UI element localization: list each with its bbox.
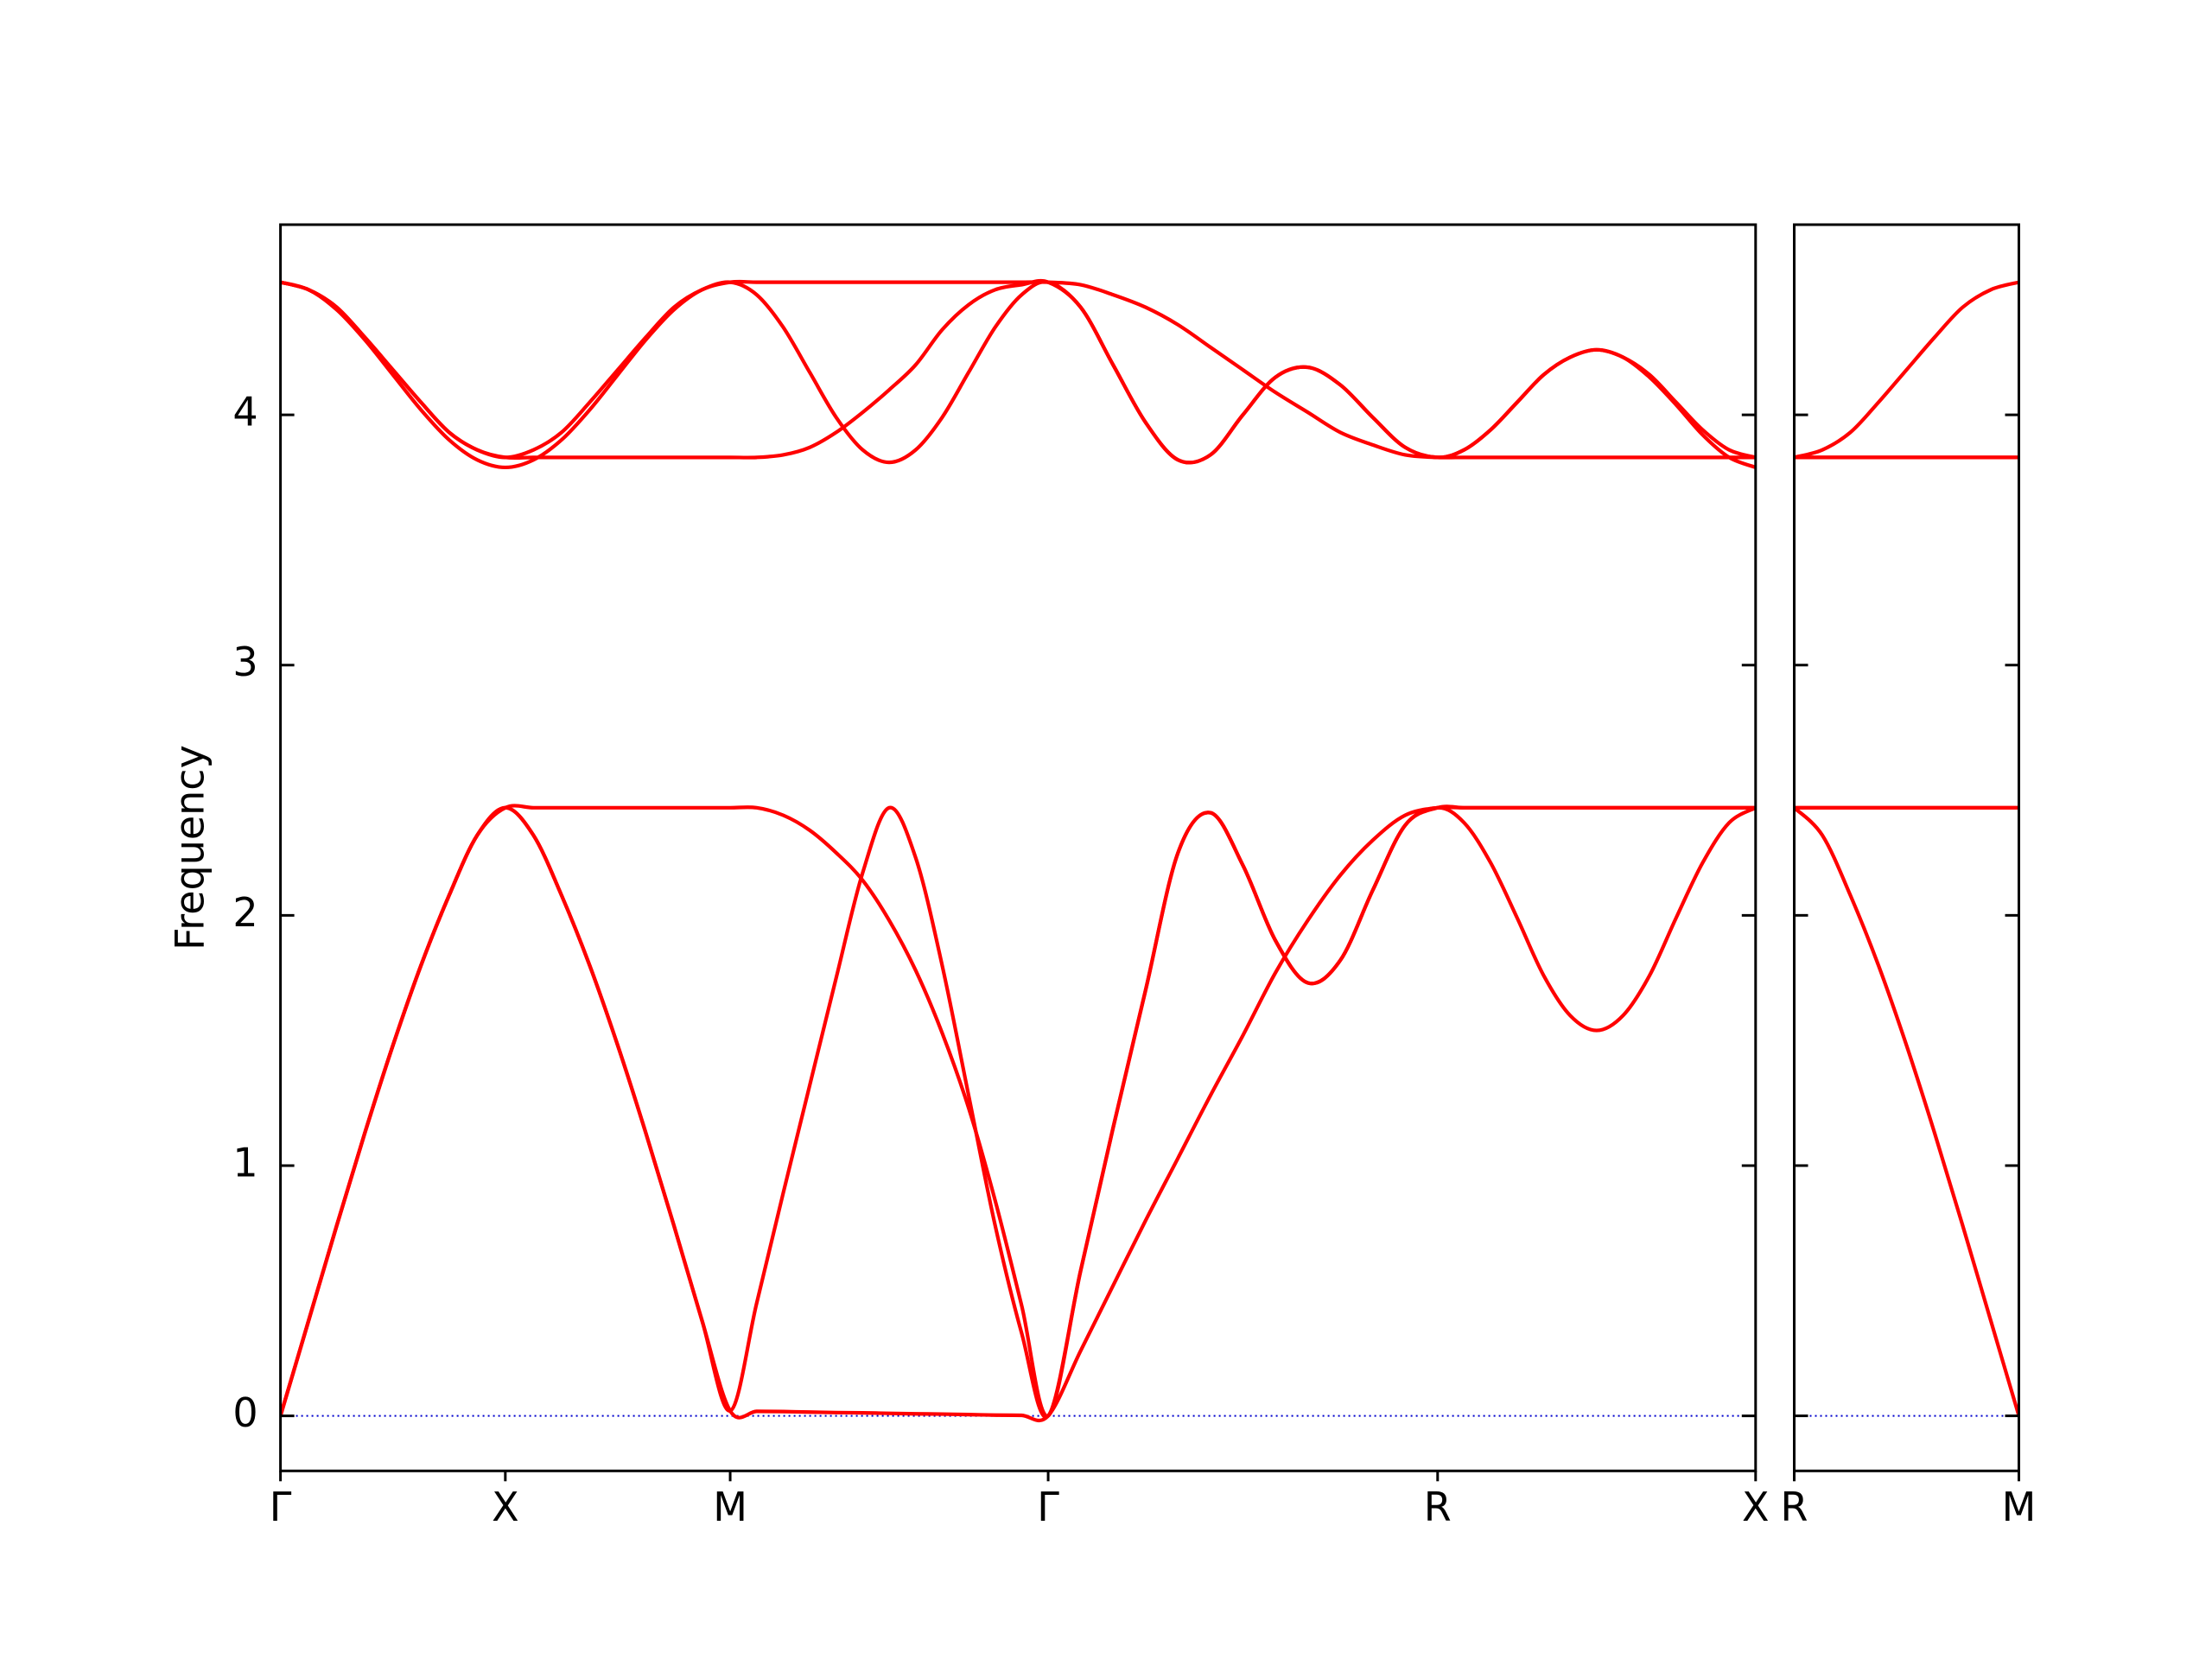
y-tick-label: 2 [232,889,257,936]
band-line [280,279,1756,470]
x-tick-label: X [1742,1484,1770,1530]
x-tick-label: Γ [270,1484,292,1530]
y-axis-label: Frequency [167,745,213,950]
band-line [1794,280,2019,460]
x-tick-label: R [1781,1484,1808,1530]
y-tick-label: 3 [232,639,257,685]
x-tick-label: Γ [1037,1484,1059,1530]
plot-frame [279,223,1758,1472]
x-tick-label: M [713,1484,747,1530]
band-line [280,804,1756,1418]
plot-frame [1793,223,2020,1472]
x-tick-label: M [2002,1484,2037,1530]
band-line [1794,806,2019,1417]
y-tick-label: 4 [232,389,257,435]
y-tick-label: 1 [232,1139,257,1185]
y-tick-label: 0 [232,1389,257,1436]
x-tick-label: X [492,1484,519,1530]
x-tick-label: R [1424,1484,1452,1530]
band-line [280,804,1756,1420]
band-line [280,278,1756,465]
